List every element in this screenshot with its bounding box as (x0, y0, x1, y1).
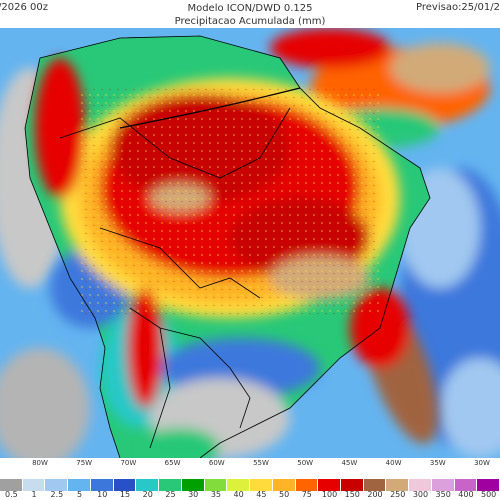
title-block: Modelo ICON/DWD 0.125 Precipitacao Acumu… (0, 2, 500, 28)
longitude-label: 75W (76, 459, 93, 467)
colorbar-tick-label: 300 (412, 490, 429, 499)
colorbar-tick-label: 50 (278, 490, 290, 499)
colorbar-tick-label: 250 (390, 490, 406, 499)
longitude-label: 70W (120, 459, 137, 467)
product-title: Precipitacao Acumulada (mm) (174, 16, 326, 27)
run-date-label: /2026 00z (0, 2, 48, 13)
longitude-label: 55W (253, 459, 269, 467)
colorbar-swatch (90, 479, 114, 491)
colorbar-swatch (272, 479, 296, 491)
colorbar-tick-label: 0.5 (4, 490, 18, 499)
colorbar-labels: 0.5 1 2.5 5 10 15 20 25 30 35 40 45 50 75 100 150 200 250… (0, 490, 500, 500)
colorbar-swatch (136, 479, 160, 491)
forecast-label: Previsao:25/01/2 (416, 2, 500, 13)
map-header: /2026 00z Modelo ICON/DWD 0.125 Precipit… (0, 0, 500, 30)
country-borders (59, 107, 291, 449)
longitude-label: 60W (208, 459, 225, 467)
colorbar-swatch (0, 479, 23, 491)
colorbar-swatch (341, 479, 364, 491)
model-title: Modelo ICON/DWD 0.125 (187, 3, 313, 14)
longitude-label: 45W (341, 459, 358, 467)
colorbar-tick-label: 40 (233, 490, 244, 499)
precipitation-map (0, 28, 500, 458)
colorbar-swatch (181, 479, 205, 491)
colorbar-tick-label: 45 (256, 490, 267, 499)
colorbar-swatch (45, 479, 69, 491)
coastline (24, 35, 431, 458)
colorbar-tick-label: 1 (31, 490, 37, 499)
colorbar-swatch (22, 479, 46, 491)
colorbar-tick-label: 30 (188, 490, 199, 499)
colorbar-swatch (409, 479, 432, 491)
colorbar-tick-label: 400 (458, 490, 474, 499)
colorbar-swatch (454, 479, 478, 491)
colorbar-tick-label: 15 (119, 490, 131, 499)
amazon-river (119, 87, 301, 129)
colorbar-swatch (250, 479, 273, 491)
colorbar-tick-label: 35 (210, 490, 221, 499)
colorbar-tick-label: 25 (165, 490, 176, 499)
colorbar-tick-label: 10 (97, 490, 108, 499)
colorbar-tick-label: 75 (301, 490, 312, 499)
longitude-axis: 80W 75W 70W 65W 60W 55W 50W 45W 40W 35W 30W (0, 459, 500, 471)
longitude-label: 40W (385, 459, 402, 467)
map-svg (0, 28, 500, 458)
colorbar-tick-label: 100 (321, 490, 338, 499)
colorbar-swatch (318, 479, 342, 491)
colorbar-swatch (159, 479, 182, 491)
colorbar-tick-label: 200 (367, 490, 383, 499)
longitude-label: 30W (474, 459, 490, 467)
colorbar-swatch (431, 479, 455, 491)
colorbar-swatch (227, 479, 251, 491)
colorbar-tick-label: 500 (480, 490, 497, 499)
longitude-label: 35W (429, 459, 446, 467)
colorbar-tick-label: 20 (142, 490, 153, 499)
colorbar-swatch (295, 479, 319, 491)
colorbar (0, 479, 500, 491)
colorbar-tick-label: 5 (76, 490, 83, 499)
borders (24, 35, 431, 458)
colorbar-tick-label: 2.5 (50, 490, 64, 499)
longitude-label: 65W (164, 459, 181, 467)
colorbar-swatch (363, 479, 387, 491)
colorbar-swatch (113, 479, 137, 491)
colorbar-tick-label: 350 (435, 490, 451, 499)
longitude-label: 50W (297, 459, 314, 467)
colorbar-swatch (68, 479, 91, 491)
colorbar-swatch (204, 479, 228, 491)
colorbar-swatch (386, 479, 410, 491)
colorbar-tick-label: 150 (344, 490, 360, 499)
longitude-label: 80W (32, 459, 48, 467)
